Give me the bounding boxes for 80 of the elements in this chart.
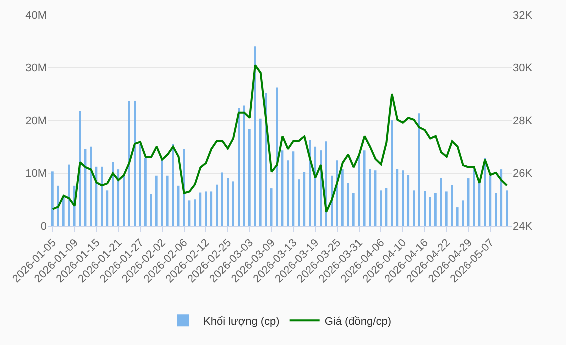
bar	[150, 194, 152, 226]
bar	[292, 152, 295, 226]
bar	[287, 160, 290, 226]
bar	[155, 176, 158, 226]
y-tick-label: 30M	[26, 62, 47, 75]
bar	[314, 146, 317, 226]
bar	[418, 114, 420, 226]
bar	[194, 200, 196, 226]
bar	[385, 188, 388, 226]
bar	[177, 186, 180, 226]
y2-tick-label: 32K	[513, 10, 534, 22]
bar	[424, 191, 426, 226]
bar	[440, 178, 442, 226]
y2-tick-label: 24K	[513, 220, 534, 233]
bar	[341, 170, 344, 226]
bar	[352, 193, 355, 226]
bar	[216, 184, 218, 226]
bar	[51, 172, 54, 226]
bar	[451, 185, 454, 226]
bar	[467, 178, 470, 226]
bar	[243, 106, 246, 226]
bar	[161, 160, 164, 226]
bar	[221, 172, 224, 226]
bar	[303, 172, 306, 226]
bar	[374, 170, 377, 226]
bar	[139, 144, 142, 226]
y-tick-label: 40M	[26, 10, 47, 22]
bar	[413, 190, 416, 226]
line-series	[52, 64, 508, 214]
bar	[473, 170, 476, 226]
bar	[254, 46, 256, 226]
bar	[248, 128, 251, 226]
bar	[128, 102, 130, 226]
y-tick-label: 20M	[26, 115, 47, 128]
bar	[188, 200, 191, 226]
bar	[144, 158, 147, 226]
bar	[238, 108, 240, 226]
bar	[456, 208, 459, 226]
bar	[462, 200, 464, 226]
bar	[281, 150, 284, 226]
bar	[434, 193, 437, 226]
bar	[402, 170, 404, 226]
bar	[500, 170, 503, 226]
y2-tick-label: 30K	[513, 62, 534, 75]
bar	[112, 162, 114, 226]
bar	[205, 192, 208, 226]
bar	[106, 190, 109, 226]
bar	[172, 144, 174, 226]
bar	[210, 192, 213, 226]
bar	[380, 190, 382, 226]
bar	[396, 169, 399, 226]
y2-tick-label: 26K	[513, 168, 534, 180]
bar	[232, 182, 234, 226]
bar	[227, 178, 229, 226]
y-tick-label: 0	[40, 220, 47, 233]
bar	[358, 155, 360, 226]
bar	[445, 192, 448, 226]
bar	[429, 196, 432, 226]
bar	[123, 176, 126, 226]
bar	[506, 190, 508, 226]
bar	[495, 193, 498, 226]
bar	[489, 176, 492, 226]
bar	[259, 118, 262, 226]
bar	[270, 188, 273, 226]
bar	[199, 192, 202, 226]
legend-label: Giá (đồng/cp)	[324, 316, 392, 328]
legend-label: Khối lượng (cp)	[204, 316, 280, 328]
bar	[57, 186, 60, 226]
bar	[391, 120, 394, 226]
bar	[363, 150, 366, 226]
bar	[347, 183, 350, 226]
bar	[407, 175, 410, 226]
bar	[101, 166, 104, 226]
y-tick-label: 10M	[26, 168, 47, 180]
bar	[166, 176, 169, 226]
bar	[117, 170, 120, 226]
bar	[298, 180, 300, 226]
y2-tick-label: 28K	[513, 115, 534, 128]
bar	[68, 164, 70, 226]
bar	[134, 100, 136, 226]
